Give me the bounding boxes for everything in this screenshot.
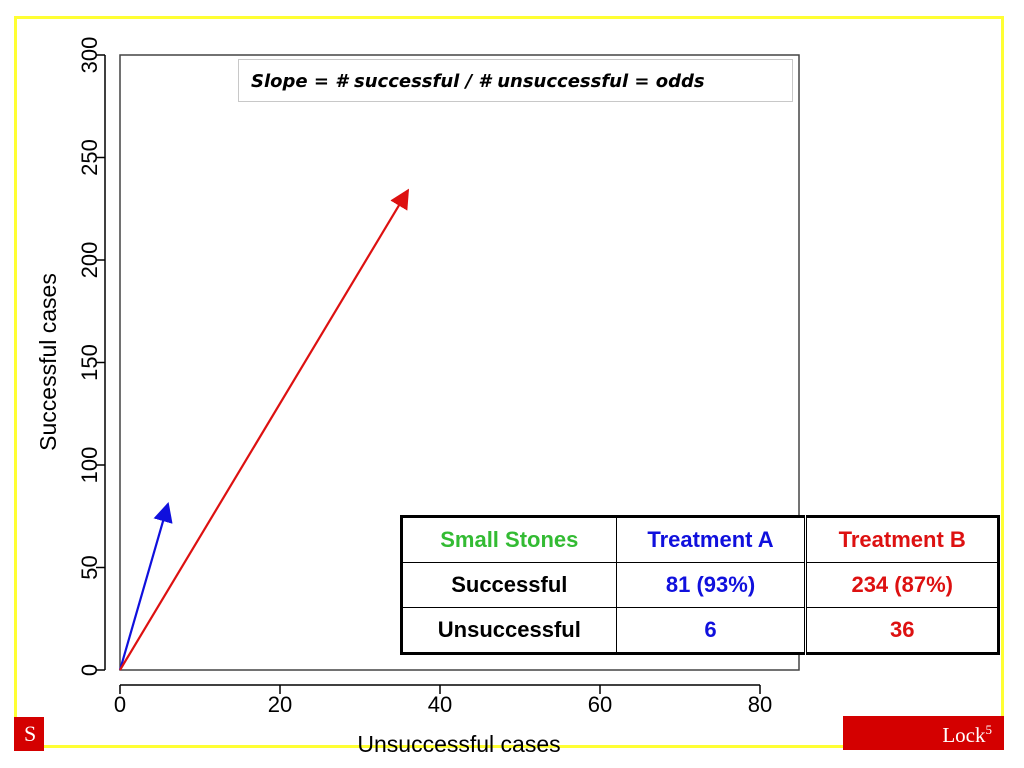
series-layer xyxy=(118,188,410,671)
y-tick-label: 300 xyxy=(77,37,102,74)
y-tick-label: 150 xyxy=(77,344,102,381)
y-tick-label: 250 xyxy=(77,139,102,176)
footer-right-bar: Lock5 xyxy=(843,716,1004,750)
y-tick-label: 100 xyxy=(77,447,102,484)
footer-brand-superscript: 5 xyxy=(985,722,993,737)
table-row: Successful 81 (93%) 234 (87%) xyxy=(401,562,999,608)
y-axis: 0 50 100 150 200 250 300 xyxy=(77,37,106,676)
table-header-treatment-b: Treatment B xyxy=(805,516,999,563)
footer-brand-text: Lock xyxy=(942,723,986,747)
x-tick-label: 0 xyxy=(114,692,126,717)
cell-a-unsuccessful: 6 xyxy=(615,607,808,654)
x-axis: 0 20 40 60 80 xyxy=(114,684,772,717)
table-row: Unsuccessful 6 36 xyxy=(401,607,999,654)
table-header-treatment-a: Treatment A xyxy=(615,516,808,563)
y-tick-label: 0 xyxy=(77,664,102,676)
x-tick-label: 20 xyxy=(268,692,292,717)
treatment-b-arrow xyxy=(119,188,410,671)
stones-table: Small Stones Treatment A Treatment B Suc… xyxy=(400,515,1000,655)
cell-b-successful: 234 (87%) xyxy=(805,562,999,608)
slope-note: Slope = # successful / # unsuccessful = … xyxy=(238,59,793,102)
x-axis-label: Unsuccessful cases xyxy=(357,731,560,757)
y-axis-label: Successful cases xyxy=(35,273,61,451)
row-label-unsuccessful: Unsuccessful xyxy=(401,607,617,654)
x-tick-label: 60 xyxy=(588,692,612,717)
row-label-successful: Successful xyxy=(401,562,617,608)
plot-area-frame xyxy=(119,54,800,671)
y-tick-label: 50 xyxy=(77,555,102,579)
table-header-row: Small Stones Treatment A Treatment B xyxy=(401,516,999,563)
table-header-category: Small Stones xyxy=(401,516,617,563)
x-tick-label: 80 xyxy=(748,692,772,717)
slide-frame xyxy=(14,16,1004,748)
cell-b-unsuccessful: 36 xyxy=(805,607,999,654)
footer-left-bar: S xyxy=(14,717,44,751)
y-tick-label: 200 xyxy=(77,242,102,279)
treatment-a-arrow xyxy=(118,502,173,671)
x-tick-label: 40 xyxy=(428,692,452,717)
cell-a-successful: 81 (93%) xyxy=(615,562,808,608)
